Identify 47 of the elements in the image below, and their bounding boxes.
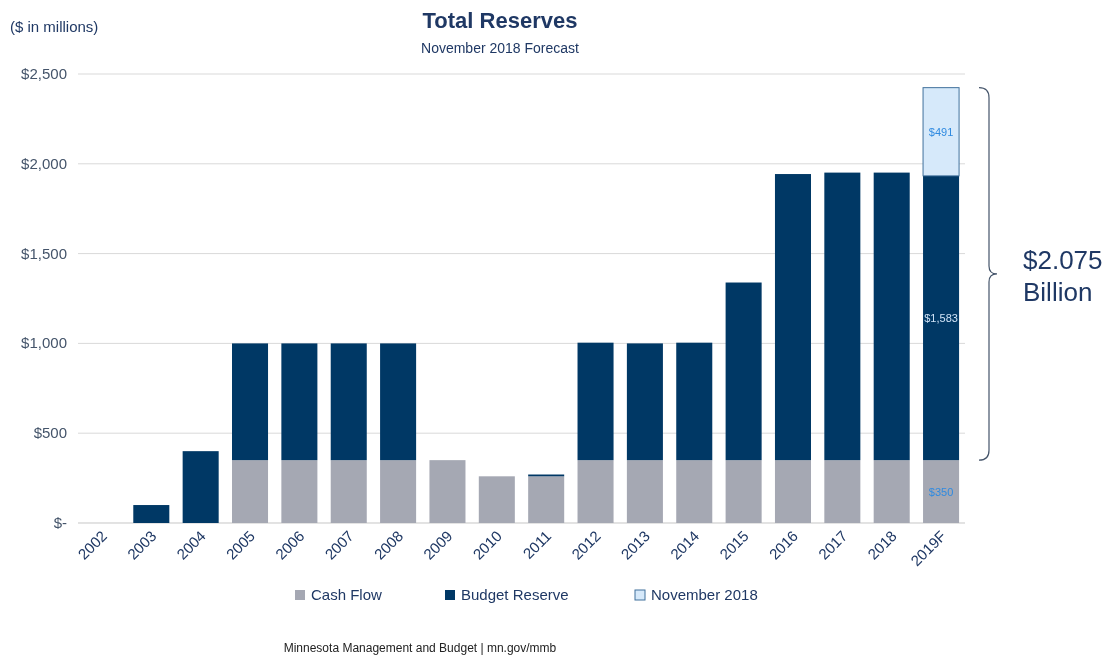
text: $2.075 Billion	[1023, 244, 1103, 307]
y-tick-label: $500	[33, 424, 67, 442]
bar	[923, 460, 960, 523]
bar	[133, 505, 170, 523]
data-label: $350	[928, 485, 954, 498]
bar	[232, 460, 269, 523]
bar	[922, 87, 960, 177]
legend-label: Budget Reserve	[461, 586, 569, 603]
bar	[676, 342, 713, 461]
bar	[330, 460, 367, 523]
bar	[330, 343, 367, 461]
y-tick-label: $-	[53, 514, 67, 531]
bar	[380, 343, 417, 461]
bar	[626, 460, 663, 523]
bar	[824, 460, 861, 523]
data-label: $491	[928, 125, 954, 138]
y-tick-label: $2,500	[21, 65, 67, 82]
bar	[725, 460, 762, 523]
bar	[923, 175, 960, 461]
bar	[478, 476, 515, 523]
chart-subtitle: November 2018 Forecast	[421, 40, 580, 56]
bar	[577, 342, 614, 461]
bar	[626, 343, 663, 461]
bar	[232, 343, 269, 461]
bar	[577, 460, 614, 523]
y-tick-label: $1,000	[21, 334, 67, 352]
bar	[873, 172, 910, 461]
y-axis-title: ($ in millions)	[10, 18, 99, 35]
legend-label: November 2018	[651, 586, 758, 603]
bar	[774, 460, 811, 523]
bar	[281, 343, 318, 461]
bar	[528, 476, 565, 523]
y-tick-label: $2,000	[21, 154, 67, 172]
bar	[873, 460, 910, 523]
bar	[429, 460, 466, 523]
bar	[380, 460, 417, 523]
chart-title: Total Reserves	[422, 8, 578, 33]
bar	[774, 174, 811, 461]
bar	[281, 460, 318, 523]
text: Minnesota Management and Budget | mn.gov/mmb	[283, 641, 557, 655]
bar	[182, 451, 219, 523]
legend-label: Cash Flow	[311, 586, 383, 603]
data-label: $1,583	[924, 311, 958, 324]
bar	[725, 282, 762, 461]
bar	[824, 172, 861, 461]
bar	[676, 460, 713, 523]
y-tick-label: $1,500	[21, 244, 67, 262]
